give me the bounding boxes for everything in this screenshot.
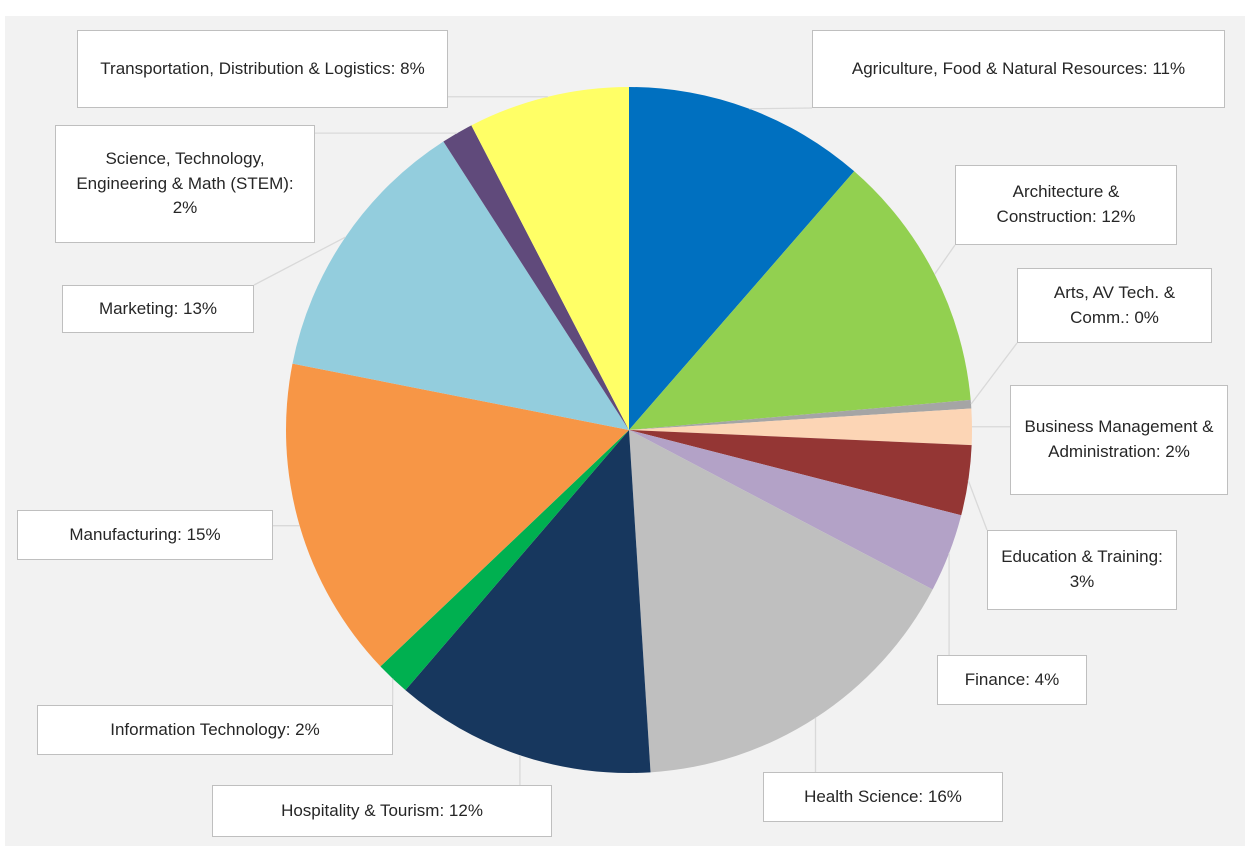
pie-slice xyxy=(471,87,629,430)
leader-line xyxy=(253,236,346,286)
data-label: Marketing: 13% xyxy=(62,285,254,333)
leader-line xyxy=(967,480,988,531)
pie-slice xyxy=(405,430,651,773)
leader-line xyxy=(934,244,956,275)
pie-slice xyxy=(292,141,629,430)
data-label: Agriculture, Food & Natural Resources: 1… xyxy=(812,30,1225,108)
data-label: Transportation, Distribution & Logistics… xyxy=(77,30,448,108)
data-label: Manufacturing: 15% xyxy=(17,510,273,560)
data-label: Arts, AV Tech. & Comm.: 0% xyxy=(1017,268,1212,343)
pie-slice xyxy=(443,125,629,430)
pie-slice xyxy=(286,363,629,667)
leader-line xyxy=(970,342,1018,405)
data-label: Education & Training: 3% xyxy=(987,530,1177,610)
pie-slice xyxy=(629,171,971,430)
pie-slice xyxy=(629,399,972,430)
pie-slice xyxy=(629,430,972,516)
data-label: Information Technology: 2% xyxy=(37,705,393,755)
pie-slice xyxy=(629,430,933,773)
pie-slice xyxy=(380,430,629,691)
data-label: Hospitality & Tourism: 12% xyxy=(212,785,552,837)
pie-slice xyxy=(629,87,855,430)
data-label: Health Science: 16% xyxy=(763,772,1003,822)
data-label: Finance: 4% xyxy=(937,655,1087,705)
pie-slice xyxy=(629,430,962,590)
data-label: Architecture & Construction: 12% xyxy=(955,165,1177,245)
data-label: Business Management & Administration: 2% xyxy=(1010,385,1228,495)
data-label: Science, Technology, Engineering & Math … xyxy=(55,125,315,243)
leader-line xyxy=(749,107,813,110)
pie-slice xyxy=(629,408,973,446)
